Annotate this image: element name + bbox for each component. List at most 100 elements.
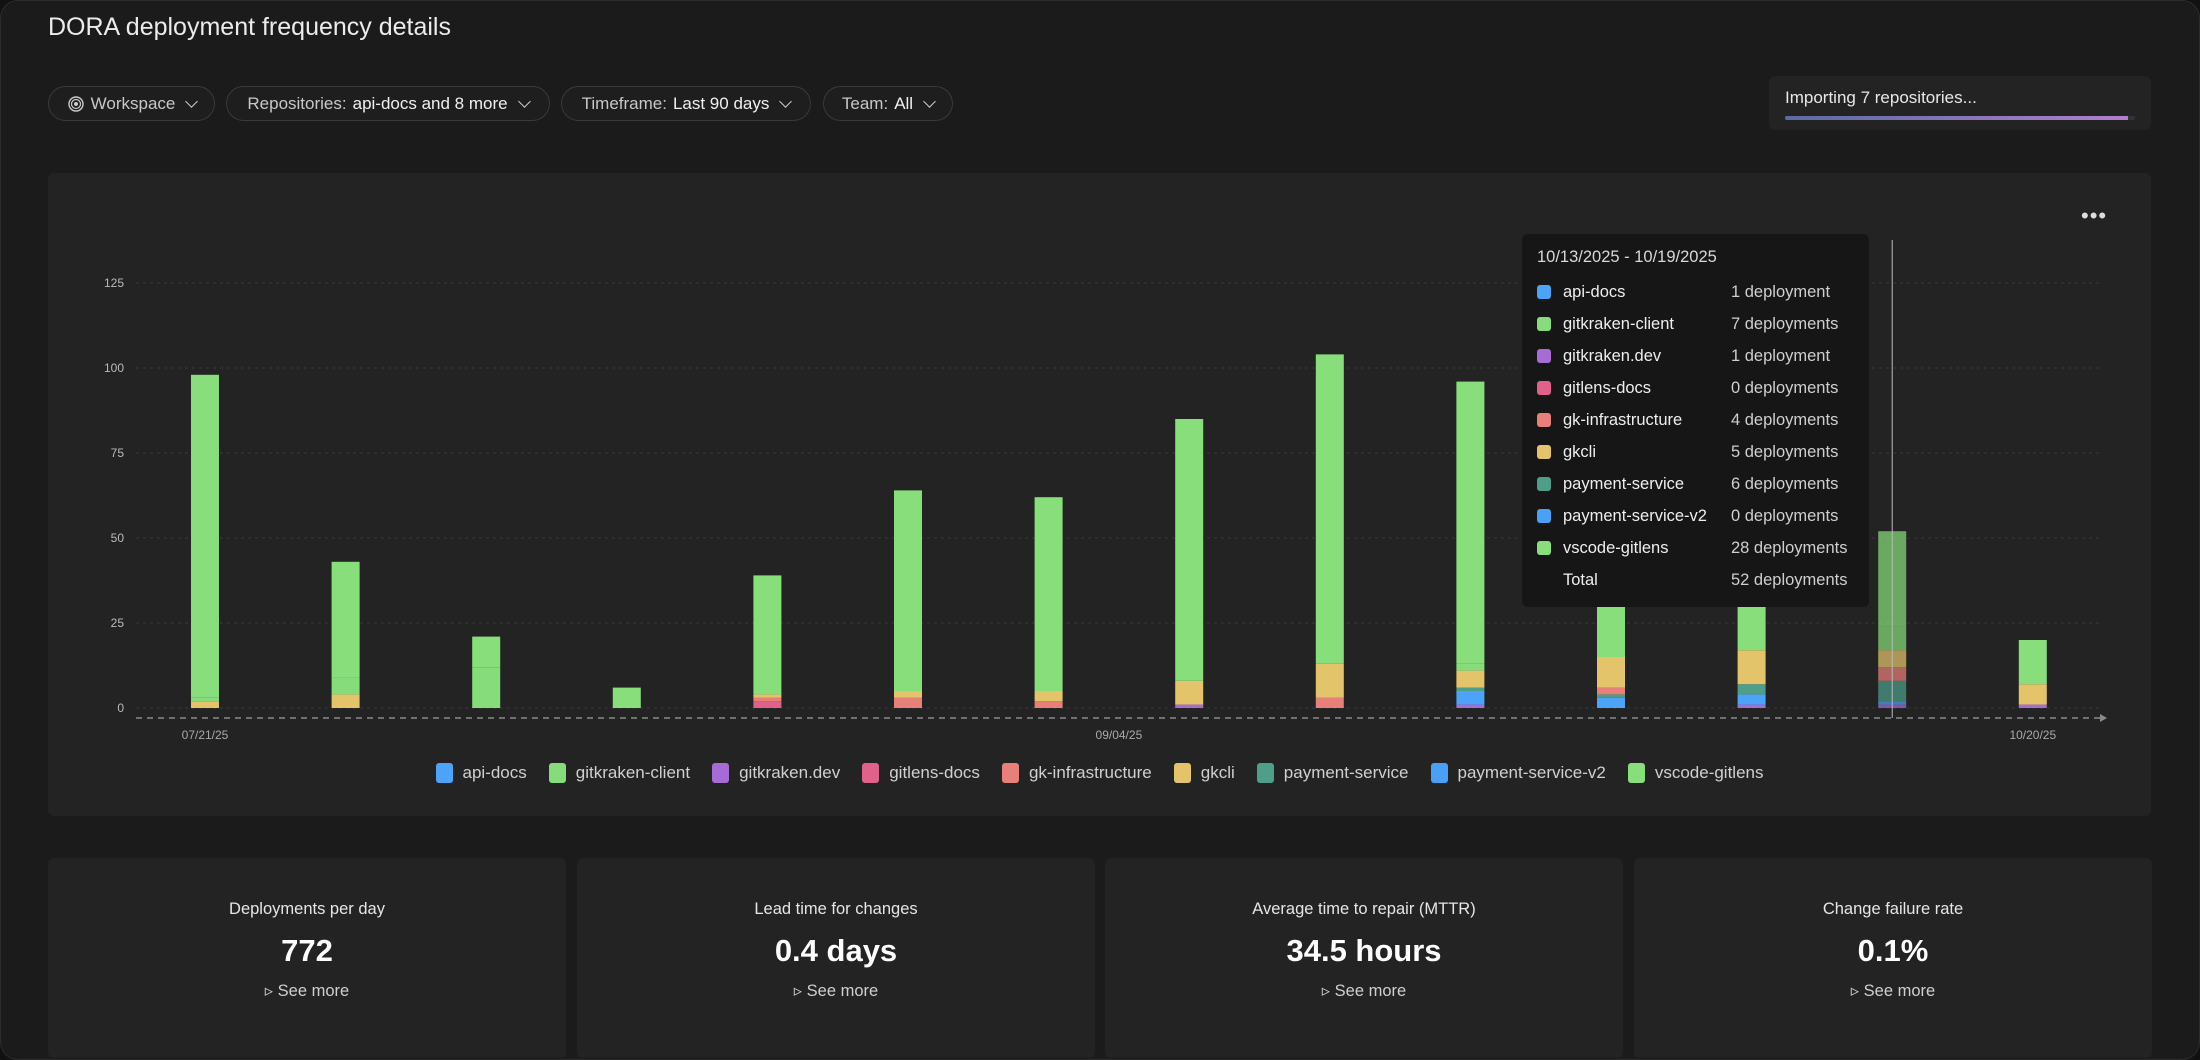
tooltip-series-value: 4 deployments <box>1731 410 1839 429</box>
bar-segment-gkcli <box>1456 670 1485 688</box>
stat-card: Lead time for changes 0.4 days ▹ See more <box>577 858 1095 1058</box>
tooltip-total: Total 52 deployments <box>1537 564 1854 596</box>
tooltip-series-value: 1 deployment <box>1731 282 1831 301</box>
tooltip-series-value: 0 deployments <box>1731 506 1839 525</box>
chevron-down-icon <box>923 94 936 108</box>
tooltip-row: payment-service-v2 0 deployments <box>1537 500 1854 532</box>
legend-label: vscode-gitlens <box>1654 763 1764 782</box>
x-axis-arrow-icon <box>2100 714 2107 722</box>
bar-segment-gitkraken.dev <box>1737 704 1766 708</box>
bar-segment-vscode-gitlens <box>191 374 219 698</box>
tooltip-series-name: gitkraken-client <box>1563 314 1674 333</box>
more-options-icon[interactable]: ••• <box>2081 203 2108 228</box>
bar-segment-api-docs <box>1456 691 1485 705</box>
tooltip-series-name: vscode-gitlens <box>1563 538 1669 557</box>
import-text: Importing 7 repositories... <box>1785 88 1977 107</box>
stat-card: Deployments per day 772 ▹ See more <box>48 858 566 1058</box>
bar-segment-gkcli <box>1597 657 1625 688</box>
bar-segment-payment-service <box>1597 694 1625 698</box>
y-tick-label: 100 <box>104 361 124 375</box>
tooltip-series-name: payment-service <box>1563 474 1685 493</box>
tooltip-series-value: 6 deployments <box>1731 474 1839 493</box>
tooltip-row: gitkraken.dev 1 deployment <box>1537 340 1854 372</box>
series-swatch-icon <box>1537 445 1551 459</box>
legend-item[interactable]: gitkraken-client <box>548 763 691 783</box>
timeframe-filter[interactable]: Timeframe: Last 90 days <box>561 86 811 121</box>
legend-item[interactable]: payment-service-v2 <box>1430 763 1606 783</box>
series-swatch-icon <box>1537 349 1551 363</box>
tooltip-series-value: 5 deployments <box>1731 442 1839 461</box>
timeframe-value: Last 90 days <box>672 93 770 113</box>
caret-right-icon: ▹ <box>1850 982 1860 1000</box>
legend-item[interactable]: vscode-gitlens <box>1627 763 1764 783</box>
legend-swatch-icon <box>1430 763 1448 783</box>
legend-swatch-icon <box>1173 763 1191 783</box>
tooltip-series-name: gk-infrastructure <box>1563 410 1683 429</box>
see-more-label: See more <box>1863 982 1936 1000</box>
bar-segment-payment-service <box>1737 684 1766 695</box>
legend-label: gitkraken.dev <box>739 763 841 782</box>
see-more-label: See more <box>277 982 350 1000</box>
series-swatch-icon <box>1537 541 1551 555</box>
legend-label: api-docs <box>462 763 527 782</box>
legend-swatch-icon <box>712 763 730 783</box>
legend-item[interactable]: gitkraken.dev <box>712 763 840 783</box>
legend-item[interactable]: payment-service <box>1256 763 1409 783</box>
stat-value: 0.4 days <box>774 933 898 968</box>
legend-item[interactable]: gkcli <box>1173 763 1235 783</box>
bar-segment-vscode-gitlens <box>1034 497 1063 691</box>
legend-item[interactable]: gitlens-docs <box>862 763 980 783</box>
legend-label: gk-infrastructure <box>1028 763 1152 782</box>
tooltip-row: vscode-gitlens 28 deployments <box>1537 532 1854 564</box>
legend-swatch-icon <box>1256 763 1274 783</box>
bar-segment-api-docs <box>1597 697 1625 708</box>
bar-segment-gitkraken-client <box>331 677 360 695</box>
legend-item[interactable]: api-docs <box>435 763 527 783</box>
bar-segment-gkcli <box>753 694 782 698</box>
x-tick-label: 07/21/25 <box>182 728 229 742</box>
bar-segment-gkcli <box>191 701 219 708</box>
bar-segment-gkcli <box>1175 680 1204 705</box>
page-title: DORA deployment frequency details <box>48 13 451 41</box>
bar-segment-vscode-gitlens <box>612 687 641 708</box>
y-tick-label: 75 <box>111 446 125 460</box>
tooltip-series-name: api-docs <box>1563 282 1626 301</box>
legend-label: payment-service-v2 <box>1457 763 1606 782</box>
bar-segment-gkcli <box>2018 684 2047 705</box>
workspace-filter[interactable]: Workspace <box>48 86 215 121</box>
team-filter[interactable]: Team: All <box>823 86 953 121</box>
workspace-icon <box>67 95 84 112</box>
bar-segment-gkcli <box>1315 663 1344 698</box>
bar-segment-vscode-gitlens <box>1175 419 1204 681</box>
chevron-down-icon <box>517 94 531 108</box>
import-progress-bar <box>1785 116 2135 120</box>
tooltip-series-name: gkcli <box>1563 442 1597 461</box>
bar-segment-vscode-gitlens <box>472 636 501 668</box>
see-more-link[interactable]: ▹ See more <box>577 981 1095 1001</box>
stat-value: 772 <box>281 933 333 968</box>
see-more-link[interactable]: ▹ See more <box>48 981 566 1001</box>
deployment-chart: 0 25 50 75 100 125 07/21/25 09/04/25 10/20/25 <box>104 240 2107 742</box>
legend-label: gitkraken-client <box>575 763 691 782</box>
bar-segment-vscode-gitlens <box>2018 640 2047 685</box>
legend-label: payment-service <box>1283 763 1409 782</box>
legend-item[interactable]: gk-infrastructure <box>1001 763 1152 783</box>
legend-label: gkcli <box>1200 763 1235 782</box>
bar-segment-gk-infrastructure <box>894 697 922 708</box>
bar-segment-gk-infrastructure <box>1597 687 1625 695</box>
bar-segment-vscode-gitlens <box>894 490 922 691</box>
tooltip-series-name: gitlens-docs <box>1563 378 1652 397</box>
bar-segment-vscode-gitlens <box>331 561 360 678</box>
chevron-down-icon <box>779 94 793 108</box>
repositories-filter[interactable]: Repositories: api-docs and 8 more <box>226 86 550 121</box>
stat-label: Average time to repair (MTTR) <box>1252 900 1476 918</box>
see-more-link[interactable]: ▹ See more <box>1105 981 1623 1001</box>
bar-segment-gkcli <box>1034 691 1063 702</box>
bar-segment-gitkraken.dev <box>1175 704 1204 708</box>
legend-swatch-icon <box>862 763 880 783</box>
tooltip-series-value: 1 deployment <box>1731 346 1831 365</box>
bar-segment-gk-infrastructure <box>753 697 782 702</box>
legend-swatch-icon <box>435 763 453 783</box>
see-more-link[interactable]: ▹ See more <box>1634 981 2152 1001</box>
legend-swatch-icon <box>1627 763 1645 783</box>
